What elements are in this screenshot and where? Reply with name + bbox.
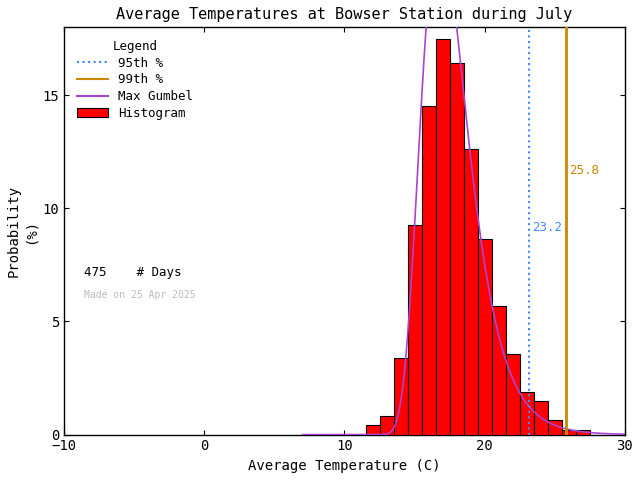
Bar (365, 425, 380, 434)
Line: Max Gumbel: Max Gumbel (303, 0, 640, 434)
X-axis label: Average Temperature (C): Average Temperature (C) (248, 459, 441, 473)
Bar (394, 359, 408, 434)
Title: Average Temperatures at Bowser Station during July: Average Temperatures at Bowser Station d… (116, 7, 573, 22)
Bar (520, 392, 534, 434)
Bar (380, 416, 394, 434)
Bar (408, 225, 422, 434)
Max Gumbel (321, 432, 329, 437)
Bar (575, 430, 589, 434)
Text: 475    # Days: 475 # Days (84, 265, 181, 278)
Max Gumbel (612, 431, 620, 437)
Max Gumbel (299, 432, 307, 437)
Bar (449, 63, 463, 434)
Text: Made on 25 Apr 2025: Made on 25 Apr 2025 (84, 290, 196, 300)
Bar (436, 39, 449, 434)
Bar (562, 430, 575, 434)
Bar (422, 106, 436, 434)
Bar (492, 306, 506, 434)
Max Gumbel (531, 410, 539, 416)
Y-axis label: Probability
(%): Probability (%) (7, 185, 37, 277)
Text: 23.2: 23.2 (532, 221, 562, 234)
Bar (548, 420, 562, 434)
Max Gumbel (520, 397, 528, 403)
Max Gumbel (575, 429, 583, 434)
Text: 25.8: 25.8 (569, 164, 598, 178)
Bar (506, 354, 520, 434)
Bar (463, 149, 477, 434)
Bar (477, 240, 492, 434)
Max Gumbel (511, 380, 518, 385)
Bar (534, 401, 548, 434)
Legend: 95th %, 99th %, Max Gumbel, Histogram: 95th %, 99th %, Max Gumbel, Histogram (70, 34, 199, 126)
